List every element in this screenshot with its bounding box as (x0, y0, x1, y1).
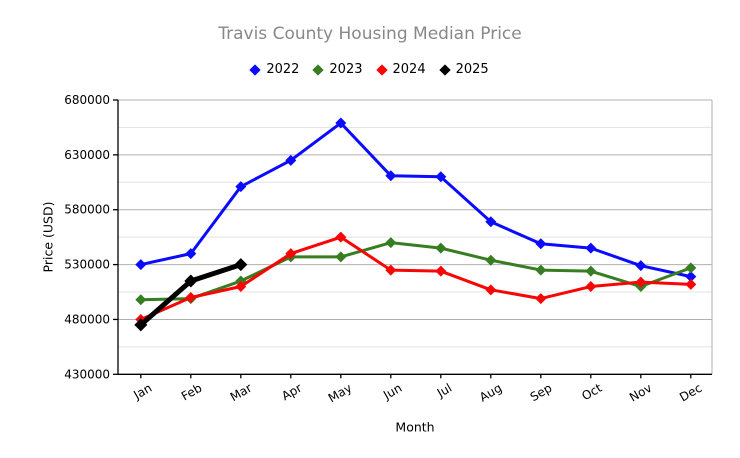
x-tick-label: Nov (627, 381, 654, 405)
data-point-2022-Feb (185, 248, 197, 260)
data-point-2022-Nov (635, 260, 647, 272)
series-line-2023 (140, 241, 692, 302)
legend-item-2023: 2023 (312, 62, 363, 77)
x-tick-label: Apr (279, 381, 304, 404)
legend-item-2025: 2025 (438, 62, 489, 77)
x-tick-label: Aug (477, 381, 504, 405)
series-line-2024 (140, 235, 691, 321)
data-point-2023-May (335, 251, 347, 263)
legend-item-2022: 2022 (249, 62, 300, 77)
data-point-2023-Dec (685, 262, 697, 274)
data-point-2023-Jun (385, 237, 397, 249)
data-point-2022-Oct (585, 242, 597, 254)
chart-legend: 2022 2023 2024 2025 (0, 62, 740, 77)
x-tick-label: Jan (130, 381, 154, 403)
y-tick-label: 430000 (64, 367, 110, 381)
x-tick-label: Oct (579, 381, 604, 404)
x-tick-label: Jun (380, 381, 404, 403)
x-tick-label: Mar (228, 381, 255, 404)
data-point-2023-Aug (485, 254, 497, 266)
x-tick-label: Jul (434, 381, 454, 401)
legend-item-2024: 2024 (375, 62, 426, 77)
data-point-2022-Dec (685, 271, 697, 283)
data-point-2025-Jan (134, 318, 148, 332)
data-point-2024-May (335, 231, 347, 243)
chart-title: Travis County Housing Median Price (218, 24, 522, 44)
legend-label: 2023 (329, 62, 363, 77)
y-axis-title: Price (USD) (40, 201, 56, 273)
data-point-2022-Aug (485, 216, 497, 228)
data-point-2024-Feb (185, 291, 197, 303)
data-point-2022-Jun (385, 170, 397, 182)
data-point-2022-Jan (135, 259, 147, 271)
data-point-2024-Jul (435, 265, 447, 277)
data-point-2022-Apr (285, 154, 297, 166)
data-point-2023-Jan (135, 294, 147, 306)
data-point-2024-Oct (585, 281, 597, 293)
data-point-2024-Dec (685, 278, 697, 290)
series-line-2022 (140, 121, 692, 279)
x-tick-label: Feb (179, 381, 204, 404)
data-point-2023-Sep (535, 264, 547, 276)
data-point-2024-Jun (385, 264, 397, 276)
data-point-2023-Jul (435, 242, 447, 254)
data-point-2024-Apr (285, 248, 297, 260)
data-point-2024-Mar (235, 281, 247, 293)
x-tick-label: Sep (528, 381, 555, 404)
data-point-2025-Mar (234, 258, 248, 272)
y-tick-label: 580000 (64, 203, 110, 217)
data-point-2022-Jul (435, 171, 447, 183)
x-axis-title: Month (395, 419, 435, 435)
data-point-2023-Oct (585, 265, 597, 277)
y-tick-label: 530000 (64, 258, 110, 272)
x-tick-label: May (326, 381, 354, 406)
x-tick-label: Dec (677, 381, 704, 405)
data-point-2024-Sep (535, 293, 547, 305)
legend-label: 2022 (266, 62, 300, 77)
y-tick-label: 480000 (64, 312, 110, 326)
data-point-2024-Aug (485, 284, 497, 296)
y-tick-label: 630000 (64, 148, 110, 162)
data-point-2024-Nov (635, 276, 647, 288)
data-point-2022-May (335, 117, 347, 129)
data-point-2022-Sep (535, 238, 547, 250)
data-point-2025-Feb (184, 274, 198, 288)
y-tick-label: 680000 (64, 93, 110, 107)
data-point-2022-Mar (235, 181, 247, 193)
legend-label: 2025 (455, 62, 489, 77)
legend-label: 2024 (392, 62, 426, 77)
